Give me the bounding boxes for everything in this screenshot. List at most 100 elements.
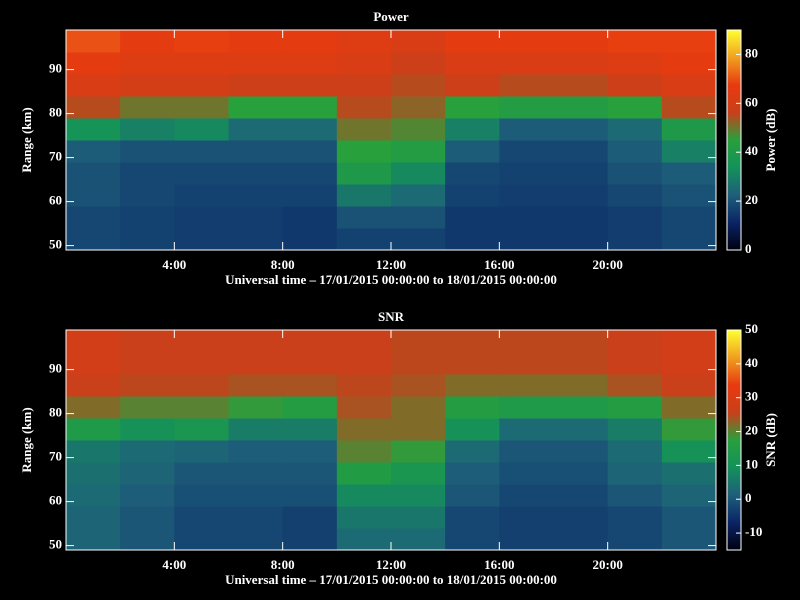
heatmap-cell [174, 528, 229, 551]
heatmap-cell [661, 396, 717, 419]
colorbar-tick-label: 0 [745, 490, 752, 505]
heatmap-cell [553, 528, 609, 551]
x-tick-label: 16:00 [484, 557, 514, 572]
heatmap-cell [66, 330, 121, 353]
heatmap-cell [661, 140, 717, 163]
heatmap-cell [66, 30, 121, 53]
heatmap-cell [391, 374, 446, 397]
heatmap-cell [391, 462, 446, 485]
heatmap-cell [607, 206, 663, 229]
heatmap-cell [445, 374, 500, 397]
heatmap-cell [120, 52, 175, 75]
heatmap-cell [553, 30, 609, 53]
heatmap-cell [336, 96, 392, 119]
heatmap-cell [336, 118, 392, 141]
heatmap-cell [120, 440, 175, 463]
heatmap-cell [445, 528, 500, 551]
heatmap-cell [499, 528, 554, 551]
heatmap-cell [391, 352, 446, 375]
heatmap-cell [445, 206, 500, 229]
heatmap-cell [607, 462, 663, 485]
heatmap-cell [228, 396, 284, 419]
heatmap-cell [336, 52, 392, 75]
heatmap-cell [661, 96, 717, 119]
heatmap-cell [391, 418, 446, 441]
heatmap-cell [174, 140, 229, 163]
heatmap-cell [120, 374, 175, 397]
heatmap-cell [120, 528, 175, 551]
heatmap-cell [120, 396, 175, 419]
heatmap-cell [661, 118, 717, 141]
heatmap-cell [553, 352, 609, 375]
heatmap-cell [282, 374, 338, 397]
chart-title: Power [373, 9, 409, 24]
heatmap-cell [607, 228, 663, 251]
heatmap-cell [553, 140, 609, 163]
heatmap-cell [661, 440, 717, 463]
heatmap-cell [228, 352, 284, 375]
heatmap-cell [553, 162, 609, 185]
x-tick-label: 20:00 [592, 257, 622, 272]
heatmap-cell [120, 30, 175, 53]
heatmap-cell [174, 374, 229, 397]
heatmap-cell [66, 184, 121, 207]
heatmap-cell [607, 118, 663, 141]
heatmap-cell [228, 118, 284, 141]
heatmap-cell [336, 206, 392, 229]
heatmap-cell [228, 330, 284, 353]
heatmap-cell [228, 506, 284, 529]
heatmap-cell [499, 118, 554, 141]
heatmap-cell [553, 206, 609, 229]
heatmap-cell [607, 52, 663, 75]
heatmap-cell [66, 206, 121, 229]
heatmap-cell [553, 118, 609, 141]
heatmap-cell [391, 396, 446, 419]
heatmap-cell [607, 506, 663, 529]
chart-title: SNR [378, 309, 405, 324]
heatmap-cell [607, 440, 663, 463]
heatmap-cell [336, 140, 392, 163]
heatmap-cell [282, 440, 338, 463]
x-tick-label: 4:00 [162, 257, 186, 272]
heatmap-cell [553, 462, 609, 485]
heatmap-cell [120, 140, 175, 163]
heatmap-cell [282, 96, 338, 119]
heatmap-cell [391, 30, 446, 53]
heatmap-cell [661, 484, 717, 507]
heatmap-cell [445, 440, 500, 463]
heatmap-cell [66, 506, 121, 529]
heatmap-cell [553, 396, 609, 419]
heatmap-cell [336, 462, 392, 485]
colorbar-tick-label: 0 [745, 241, 752, 256]
heatmap-cell [445, 506, 500, 529]
x-tick-label: 12:00 [376, 557, 406, 572]
heatmap-cell [120, 184, 175, 207]
heatmap-cell [282, 206, 338, 229]
y-tick-label: 50 [49, 237, 62, 252]
heatmap-cell [174, 396, 229, 419]
heatmap-cell [661, 30, 717, 53]
heatmap-cell [445, 74, 500, 97]
heatmap-cell [282, 184, 338, 207]
colorbar-tick-label: 10 [745, 456, 758, 471]
heatmap-cell [499, 228, 554, 251]
heatmap-cell [553, 484, 609, 507]
heatmap-cell [391, 162, 446, 185]
heatmap-cell [282, 352, 338, 375]
heatmap-cell [228, 418, 284, 441]
heatmap-cell [661, 462, 717, 485]
heatmap-cell [391, 52, 446, 75]
heatmap-cell [607, 418, 663, 441]
y-tick-label: 90 [49, 61, 62, 76]
heatmap-cell [445, 330, 500, 353]
heatmap-cell [120, 118, 175, 141]
heatmap-cell [282, 118, 338, 141]
heatmap-cell [661, 184, 717, 207]
heatmap-cell [499, 352, 554, 375]
heatmap-cell [445, 30, 500, 53]
heatmap-cell [336, 330, 392, 353]
heatmap-cell [499, 396, 554, 419]
heatmap-cell [336, 374, 392, 397]
heatmap-cell [607, 74, 663, 97]
